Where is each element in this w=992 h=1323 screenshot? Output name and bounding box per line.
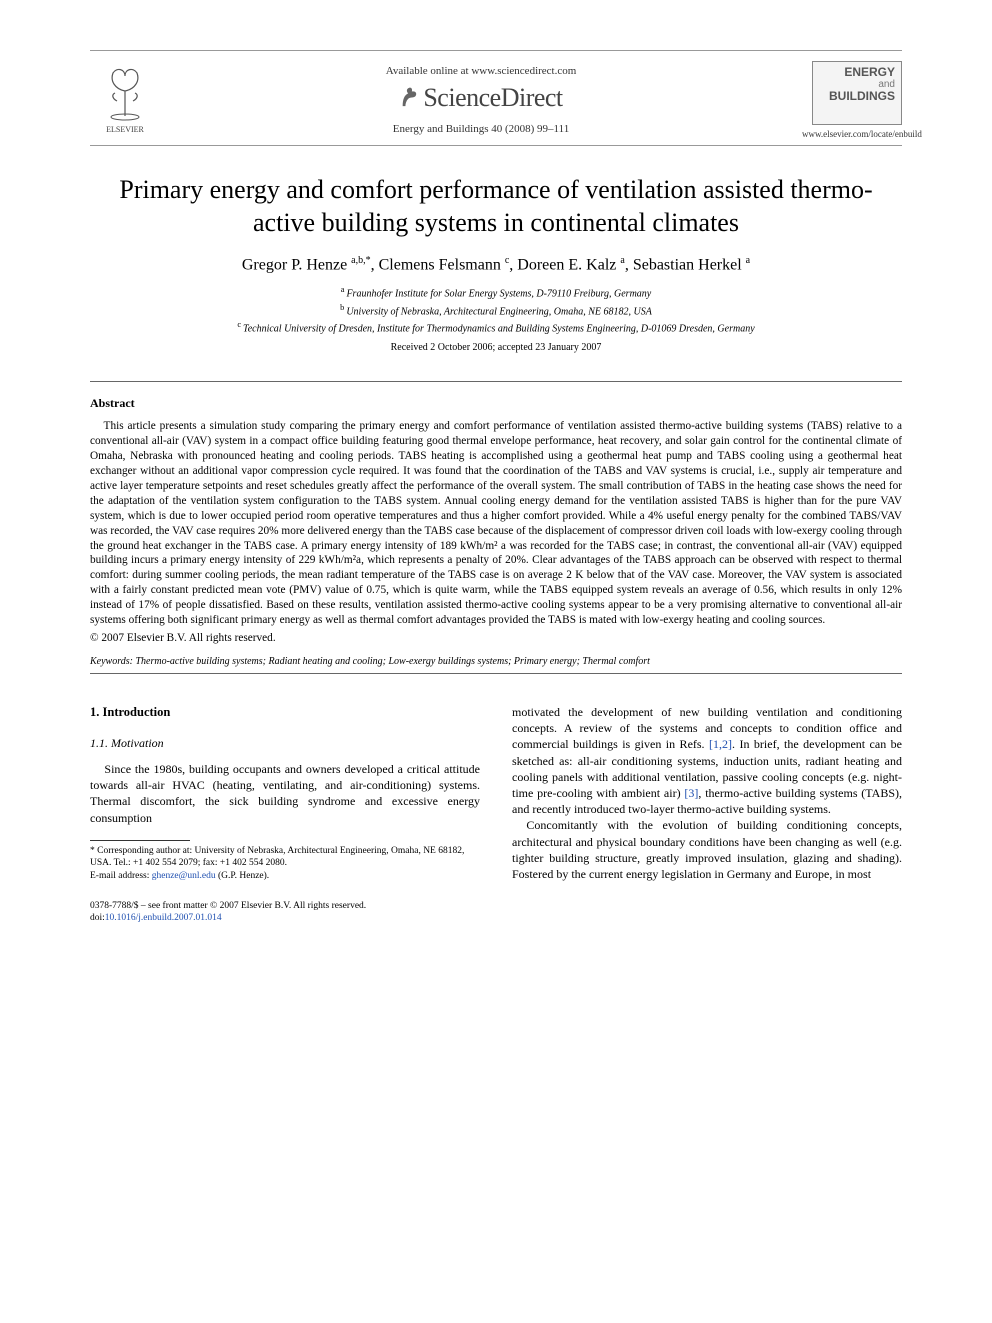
elsevier-logo: ELSEVIER <box>90 61 160 134</box>
citation-link[interactable]: [1,2] <box>709 737 732 751</box>
affiliation: cTechnical University of Dresden, Instit… <box>90 319 902 336</box>
authors-line: Gregor P. Henze a,b,*, Clemens Felsmann … <box>90 255 902 274</box>
copyright-line: © 2007 Elsevier B.V. All rights reserved… <box>90 632 902 644</box>
citation-link[interactable]: [3] <box>684 786 698 800</box>
abstract-body: This article presents a simulation study… <box>90 419 902 628</box>
footnote-corresponding: * Corresponding author at: University of… <box>90 845 480 870</box>
body-paragraph: Since the 1980s, building occupants and … <box>90 761 480 826</box>
journal-cover-title-2: BUILDINGS <box>819 90 895 103</box>
corresponding-author-footnote: * Corresponding author at: University of… <box>90 845 480 882</box>
affiliations: aFraunhofer Institute for Solar Energy S… <box>90 284 902 336</box>
received-accepted-dates: Received 2 October 2006; accepted 23 Jan… <box>90 342 902 353</box>
journal-cover-title-1: ENERGY <box>819 66 895 79</box>
body-paragraph: Concomitantly with the evolution of buil… <box>512 817 902 882</box>
sciencedirect-logo: ScienceDirect <box>160 83 802 113</box>
footnote-email-label: E-mail address: <box>90 871 149 881</box>
affiliation: aFraunhofer Institute for Solar Energy S… <box>90 284 902 301</box>
footnote-email-tail: (G.P. Henze). <box>218 871 269 881</box>
journal-site-url: www.elsevier.com/locate/enbuild <box>802 129 902 139</box>
right-column: motivated the development of new buildin… <box>512 704 902 925</box>
available-online-text: Available online at www.sciencedirect.co… <box>160 65 802 77</box>
body-two-column: 1. Introduction 1.1. Motivation Since th… <box>90 704 902 925</box>
keywords-text: Thermo-active building systems; Radiant … <box>135 656 649 667</box>
body-paragraph: motivated the development of new buildin… <box>512 704 902 817</box>
divider <box>90 381 902 382</box>
journal-header: ELSEVIER Available online at www.science… <box>90 50 902 146</box>
header-center: Available online at www.sciencedirect.co… <box>160 61 802 135</box>
journal-citation-line: Energy and Buildings 40 (2008) 99–111 <box>160 123 802 135</box>
affiliation: bUniversity of Nebraska, Architectural E… <box>90 302 902 319</box>
doi-label: doi: <box>90 913 105 923</box>
abstract-heading: Abstract <box>90 396 902 411</box>
divider <box>90 673 902 674</box>
footnote-rule <box>90 840 190 841</box>
footer-meta: 0378-7788/$ – see front matter © 2007 El… <box>90 900 480 925</box>
journal-cover: ENERGY and BUILDINGS www.elsevier.com/lo… <box>802 61 902 139</box>
issn-line: 0378-7788/$ – see front matter © 2007 El… <box>90 900 480 912</box>
keywords-label: Keywords: <box>90 656 133 667</box>
keywords-line: Keywords: Thermo-active building systems… <box>90 656 902 667</box>
section-heading: 1. Introduction <box>90 704 480 721</box>
publisher-name: ELSEVIER <box>90 125 160 134</box>
footnote-email-link[interactable]: ghenze@unl.edu <box>152 871 216 881</box>
doi-link[interactable]: 10.1016/j.enbuild.2007.01.014 <box>105 913 222 923</box>
article-title: Primary energy and comfort performance o… <box>110 174 882 239</box>
left-column: 1. Introduction 1.1. Motivation Since th… <box>90 704 480 925</box>
subsection-heading: 1.1. Motivation <box>90 735 480 751</box>
